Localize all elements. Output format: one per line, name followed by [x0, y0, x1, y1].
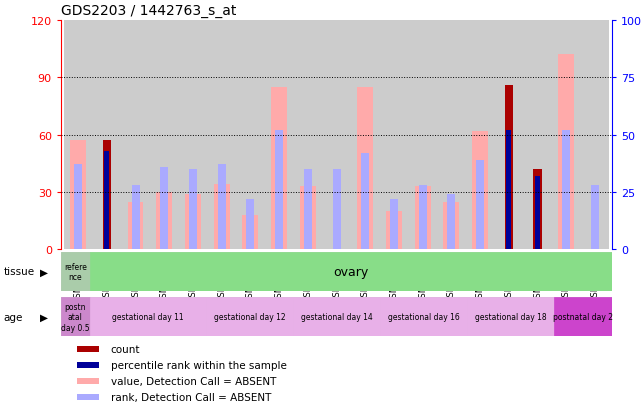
- Bar: [275, 131, 283, 250]
- Text: rank, Detection Call = ABSENT: rank, Detection Call = ABSENT: [110, 392, 271, 402]
- Text: gestational day 16: gestational day 16: [388, 313, 460, 321]
- Bar: [408, 21, 437, 250]
- Bar: [206, 297, 293, 337]
- Bar: [504, 85, 513, 250]
- Text: tissue: tissue: [3, 267, 35, 277]
- Bar: [121, 21, 150, 250]
- Bar: [523, 21, 552, 250]
- Bar: [71, 141, 86, 250]
- Bar: [63, 21, 92, 250]
- Bar: [90, 297, 206, 337]
- Bar: [390, 199, 398, 250]
- Bar: [506, 131, 512, 250]
- Text: gestational day 18: gestational day 18: [475, 313, 546, 321]
- Text: gestational day 11: gestational day 11: [112, 313, 184, 321]
- Bar: [207, 21, 236, 250]
- Bar: [472, 131, 488, 250]
- Bar: [357, 88, 373, 250]
- Bar: [562, 131, 570, 250]
- Bar: [150, 21, 179, 250]
- Bar: [265, 21, 294, 250]
- Bar: [236, 21, 265, 250]
- Bar: [333, 170, 340, 250]
- Bar: [61, 297, 90, 337]
- Bar: [494, 21, 523, 250]
- Bar: [242, 216, 258, 250]
- Bar: [444, 202, 459, 250]
- Text: count: count: [110, 344, 140, 354]
- Bar: [535, 176, 540, 250]
- Text: gestational day 14: gestational day 14: [301, 313, 372, 321]
- Bar: [554, 297, 612, 337]
- Bar: [104, 151, 109, 250]
- Text: value, Detection Call = ABSENT: value, Detection Call = ABSENT: [110, 376, 276, 386]
- Text: postn
atal
day 0.5: postn atal day 0.5: [61, 302, 90, 332]
- Bar: [415, 187, 431, 250]
- Text: refere
nce: refere nce: [64, 262, 87, 281]
- Bar: [128, 202, 144, 250]
- Bar: [379, 21, 408, 250]
- Text: ▶: ▶: [40, 312, 48, 322]
- Text: postnatal day 2: postnatal day 2: [553, 313, 613, 321]
- Text: age: age: [3, 312, 22, 322]
- Text: ovary: ovary: [333, 265, 369, 278]
- Bar: [419, 186, 427, 250]
- Text: gestational day 12: gestational day 12: [213, 313, 285, 321]
- Bar: [447, 195, 455, 250]
- Bar: [304, 170, 312, 250]
- Text: percentile rank within the sample: percentile rank within the sample: [110, 360, 287, 370]
- Bar: [78, 347, 99, 352]
- Text: ▶: ▶: [40, 267, 48, 277]
- Bar: [103, 141, 111, 250]
- Bar: [246, 199, 254, 250]
- Bar: [189, 170, 197, 250]
- Bar: [92, 21, 121, 250]
- Bar: [179, 21, 207, 250]
- Bar: [294, 21, 322, 250]
- Bar: [218, 165, 226, 250]
- Bar: [467, 297, 554, 337]
- Bar: [185, 195, 201, 250]
- Bar: [362, 154, 369, 250]
- Bar: [591, 186, 599, 250]
- Bar: [552, 21, 581, 250]
- Bar: [581, 21, 610, 250]
- Bar: [78, 378, 99, 384]
- Bar: [160, 167, 169, 250]
- Bar: [386, 211, 402, 250]
- Bar: [380, 297, 467, 337]
- Bar: [533, 170, 542, 250]
- Bar: [78, 363, 99, 368]
- Bar: [476, 161, 484, 250]
- Bar: [351, 21, 379, 250]
- Bar: [271, 88, 287, 250]
- Text: GDS2203 / 1442763_s_at: GDS2203 / 1442763_s_at: [61, 4, 237, 18]
- Bar: [300, 187, 316, 250]
- Bar: [466, 21, 494, 250]
- Bar: [61, 252, 90, 291]
- Bar: [437, 21, 466, 250]
- Bar: [214, 185, 229, 250]
- Bar: [558, 55, 574, 250]
- Bar: [322, 21, 351, 250]
- Bar: [74, 165, 82, 250]
- Bar: [78, 394, 99, 400]
- Bar: [293, 297, 380, 337]
- Bar: [156, 192, 172, 250]
- Bar: [131, 186, 140, 250]
